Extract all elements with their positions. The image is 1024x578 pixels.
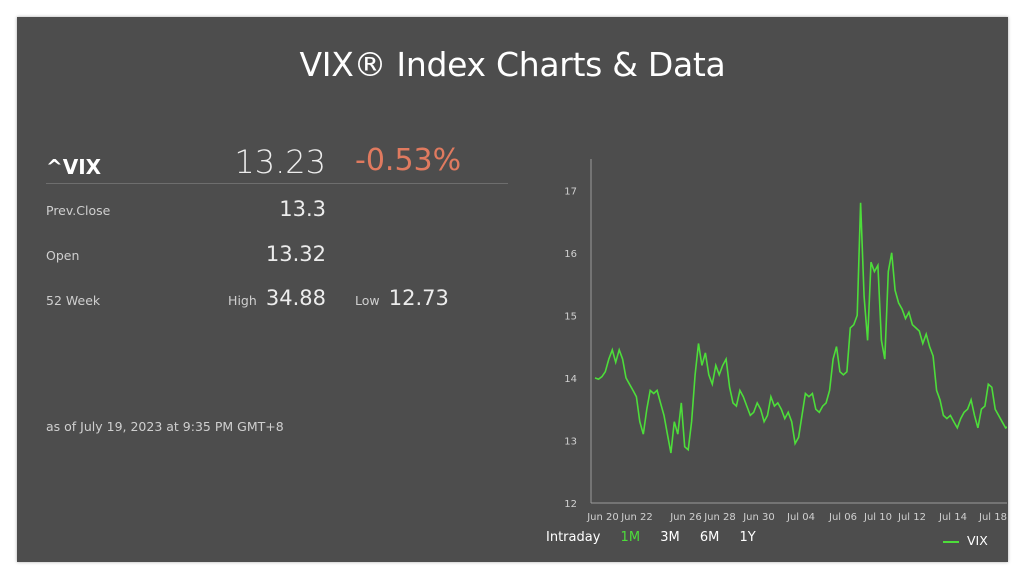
prev-close-value: 13.3 bbox=[279, 197, 326, 221]
high-value: 34.88 bbox=[265, 286, 326, 310]
x-tick-label: Jul 10 bbox=[863, 512, 892, 523]
high-label: High bbox=[228, 293, 257, 308]
x-tick-label: Jun 28 bbox=[703, 512, 736, 523]
quote-divider bbox=[46, 183, 508, 184]
x-tick-label: Jun 20 bbox=[586, 512, 619, 523]
x-tick-label: Jun 30 bbox=[742, 512, 775, 523]
x-tick-label: Jul 14 bbox=[938, 512, 967, 523]
y-tick-label: 16 bbox=[564, 249, 577, 260]
range-1m[interactable]: 1M bbox=[620, 530, 641, 545]
y-tick-label: 12 bbox=[564, 499, 577, 510]
x-tick-label: Jul 04 bbox=[786, 512, 815, 523]
symbol-label: ^VIX bbox=[46, 155, 102, 179]
chart-legend: VIX bbox=[943, 533, 988, 548]
x-tick-label: Jun 22 bbox=[620, 512, 653, 523]
range-6m[interactable]: 6M bbox=[699, 530, 720, 545]
last-price: 13.23 bbox=[234, 143, 326, 181]
range-3m[interactable]: 3M bbox=[660, 530, 680, 545]
vix-panel: VIX® Index Charts & Data ^VIX 13.23 -0.5… bbox=[17, 17, 1008, 562]
series-line-vix bbox=[594, 202, 1007, 454]
y-tick-label: 13 bbox=[564, 436, 577, 447]
range-intraday[interactable]: Intraday bbox=[546, 530, 601, 545]
legend-swatch-vix bbox=[943, 540, 959, 543]
week52-low: Low 12.73 bbox=[355, 286, 449, 310]
open-label: Open bbox=[46, 248, 80, 263]
y-axis: 12 13 14 15 16 17 bbox=[564, 159, 592, 510]
open-value: 13.32 bbox=[265, 242, 326, 266]
change-percent: -0.53% bbox=[355, 143, 462, 178]
week52-label: 52 Week bbox=[46, 293, 101, 308]
x-axis: Jun 20 Jun 22 Jun 26 Jun 28 Jun 30 Jul 04 Jul … bbox=[586, 502, 1007, 523]
y-tick-label: 17 bbox=[564, 186, 577, 197]
y-tick-label: 15 bbox=[564, 311, 577, 322]
low-label: Low bbox=[355, 293, 380, 308]
x-tick-label: Jul 06 bbox=[828, 512, 857, 523]
x-tick-label: Jul 18 bbox=[978, 512, 1007, 523]
range-selector: Intraday 1M 3M 6M 1Y bbox=[546, 530, 772, 545]
y-tick-label: 14 bbox=[564, 374, 577, 385]
as-of-timestamp: as of July 19, 2023 at 9:35 PM GMT+8 bbox=[46, 419, 284, 434]
low-value: 12.73 bbox=[388, 286, 449, 310]
legend-label-vix: VIX bbox=[967, 533, 988, 548]
x-tick-label: Jul 12 bbox=[897, 512, 926, 523]
page-title: VIX® Index Charts & Data bbox=[299, 45, 726, 84]
x-tick-label: Jun 26 bbox=[669, 512, 702, 523]
range-1y[interactable]: 1Y bbox=[739, 530, 756, 545]
prev-close-label: Prev.Close bbox=[46, 203, 111, 218]
week52-high: High 34.88 bbox=[228, 286, 326, 310]
